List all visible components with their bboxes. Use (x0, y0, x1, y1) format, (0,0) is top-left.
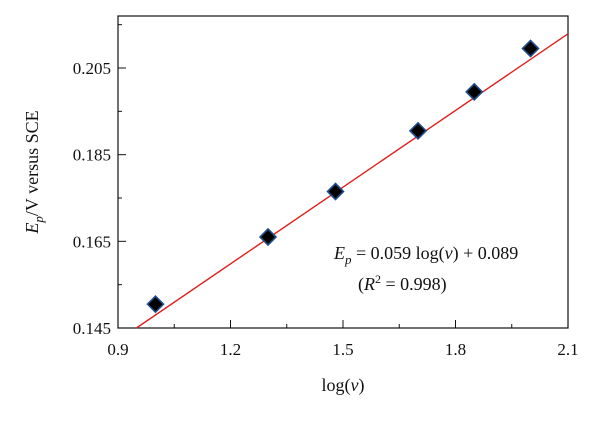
data-point (408, 121, 428, 140)
data-points (146, 39, 540, 314)
y-tick-label: 0.165 (73, 232, 111, 251)
y-tick-label: 0.185 (73, 146, 111, 165)
data-point (465, 82, 484, 101)
y-tick-label: 0.145 (73, 319, 111, 338)
x-tick-label: 1.8 (445, 340, 466, 359)
plot-area (118, 16, 568, 328)
data-point (521, 39, 540, 58)
ticks: 0.9 1.2 1.5 1.8 2.1 0.145 0.165 0.185 0.205 (73, 24, 579, 359)
data-point (258, 227, 278, 247)
x-tick-label: 2.1 (557, 340, 578, 359)
equation-annotation: Ep = 0.059 log(v) + 0.089 (333, 243, 518, 267)
x-tick-label: 0.9 (107, 340, 128, 359)
r-squared-annotation: (R2 = 0.998) (358, 272, 447, 295)
x-tick-label: 1.2 (220, 340, 241, 359)
fit-line (136, 33, 569, 329)
y-tick-label: 0.205 (73, 59, 111, 78)
data-point (146, 295, 165, 314)
data-point (326, 182, 345, 201)
x-tick-label: 1.5 (332, 340, 353, 359)
y-axis-label: Ep/V versus SCE (22, 110, 46, 234)
x-axis-label: log(v) (322, 375, 365, 396)
fit-line-group (136, 33, 569, 329)
